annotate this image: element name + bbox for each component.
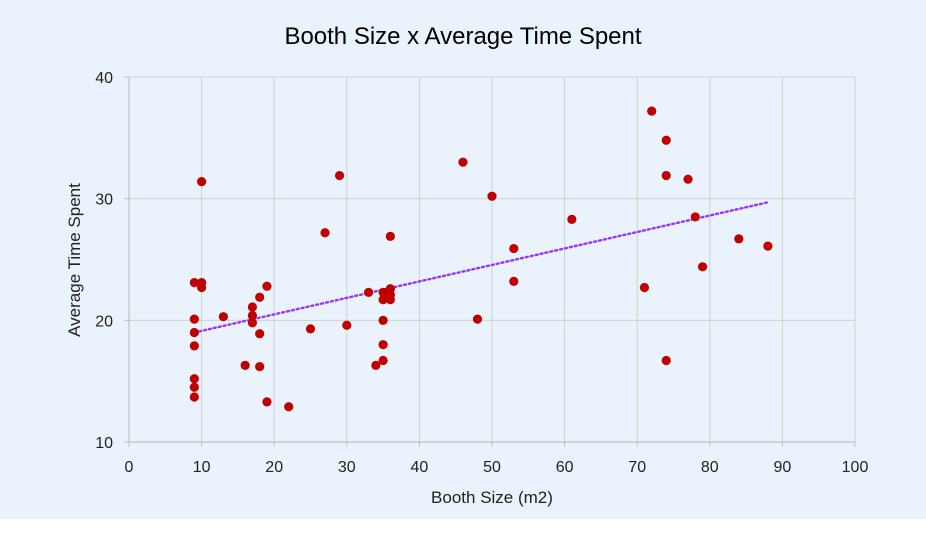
data-point	[763, 241, 773, 251]
x-tick-label: 50	[483, 459, 501, 476]
data-point	[255, 292, 265, 302]
y-tick-label: 30	[95, 192, 113, 209]
y-tick-label: 10	[95, 435, 113, 452]
x-axis-label: Booth Size (m2)	[431, 488, 553, 507]
data-point	[305, 324, 316, 334]
x-tick-label: 20	[265, 459, 283, 476]
data-point	[189, 341, 199, 351]
x-tick-label: 70	[628, 459, 646, 476]
data-point	[247, 302, 258, 312]
data-point	[509, 243, 519, 254]
data-point	[385, 295, 395, 305]
data-point	[262, 281, 272, 291]
data-point	[197, 177, 207, 187]
data-point	[218, 312, 228, 322]
y-tick-label: 20	[95, 313, 113, 330]
trendline	[193, 201, 770, 334]
data-point	[189, 392, 199, 402]
data-point	[647, 106, 657, 116]
data-point	[378, 340, 388, 350]
y-axis-label: Average Time Spent	[65, 183, 84, 337]
data-point	[683, 174, 693, 184]
data-point	[690, 212, 700, 222]
data-point	[639, 282, 650, 293]
data-point	[378, 287, 388, 297]
data-point	[661, 135, 671, 145]
chart-area: Booth Size x Average Time Spent 0 10 20 30 4…	[0, 0, 926, 519]
data-point	[661, 170, 671, 181]
data-point	[334, 170, 345, 181]
data-points	[189, 106, 773, 412]
x-tick-label: 40	[411, 459, 429, 476]
scatter-chart: Booth Size x Average Time Spent 0 10 20 30 4…	[65, 23, 869, 507]
x-tick-label: 100	[842, 459, 869, 476]
y-tick-labels: 10 20 30 40	[95, 70, 113, 452]
x-tick-label: 80	[701, 459, 719, 476]
data-point	[247, 310, 258, 321]
x-tick-label: 90	[774, 459, 792, 476]
data-point	[378, 315, 388, 325]
data-point	[189, 374, 199, 384]
data-point	[472, 314, 483, 324]
data-point	[378, 355, 388, 366]
x-tick-labels: 0 10 20 30 40 50 60 70 80 90 100	[125, 459, 869, 476]
x-tick-label: 30	[338, 459, 356, 476]
data-point	[734, 234, 744, 244]
data-point	[378, 295, 388, 305]
data-point	[487, 191, 497, 201]
data-point	[189, 327, 199, 338]
data-point	[371, 360, 381, 370]
data-point	[189, 314, 199, 324]
data-point	[247, 318, 258, 328]
data-point	[385, 231, 395, 241]
data-point	[262, 397, 272, 407]
x-tick-label: 60	[556, 459, 574, 476]
data-point	[320, 228, 330, 238]
data-point	[255, 361, 265, 372]
data-point	[661, 355, 671, 366]
data-point	[697, 262, 708, 272]
data-point	[189, 382, 199, 392]
grid-lines	[129, 76, 856, 442]
y-tick-label: 40	[95, 70, 113, 87]
x-tick-label: 10	[193, 459, 211, 476]
x-tick-label: 0	[125, 459, 134, 476]
data-point	[363, 287, 374, 297]
data-point	[189, 278, 199, 288]
trendline-group	[193, 201, 770, 334]
data-point	[567, 214, 577, 224]
data-point	[342, 320, 352, 330]
data-point	[509, 276, 519, 286]
data-point	[284, 402, 294, 412]
axes	[124, 76, 856, 447]
chart-title: Booth Size x Average Time Spent	[284, 23, 641, 50]
data-point	[240, 360, 250, 370]
data-point	[458, 157, 468, 167]
data-point	[197, 282, 207, 293]
data-point	[255, 329, 265, 339]
